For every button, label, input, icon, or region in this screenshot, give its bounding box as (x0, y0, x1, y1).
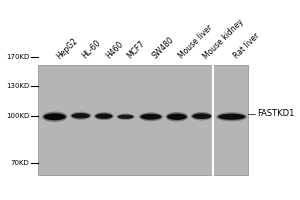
Ellipse shape (116, 113, 135, 120)
Ellipse shape (216, 112, 247, 121)
Text: 170KD: 170KD (6, 54, 29, 60)
Ellipse shape (95, 113, 112, 119)
Text: HL-60: HL-60 (81, 38, 103, 61)
Ellipse shape (218, 114, 245, 120)
Text: MCF7: MCF7 (126, 39, 147, 61)
Text: H460: H460 (104, 40, 124, 61)
Ellipse shape (94, 112, 114, 120)
Ellipse shape (44, 113, 66, 120)
Ellipse shape (71, 113, 90, 118)
Ellipse shape (166, 112, 188, 122)
Ellipse shape (140, 114, 161, 120)
Ellipse shape (118, 115, 134, 119)
Ellipse shape (139, 112, 163, 121)
Text: Rat liver: Rat liver (232, 31, 261, 61)
Bar (38, 64, 248, 175)
Ellipse shape (191, 112, 212, 120)
Text: 100KD: 100KD (6, 113, 29, 119)
Ellipse shape (167, 114, 187, 120)
Ellipse shape (42, 112, 68, 122)
Text: Mouse liver: Mouse liver (177, 23, 214, 61)
Text: SW480: SW480 (151, 35, 176, 61)
Text: 70KD: 70KD (11, 160, 29, 166)
Ellipse shape (192, 113, 211, 119)
Text: Mouse kidney: Mouse kidney (202, 17, 245, 61)
Ellipse shape (70, 112, 91, 120)
Text: FASTKD1: FASTKD1 (257, 109, 294, 118)
Text: 130KD: 130KD (6, 83, 29, 89)
Text: HepG2: HepG2 (55, 36, 80, 61)
